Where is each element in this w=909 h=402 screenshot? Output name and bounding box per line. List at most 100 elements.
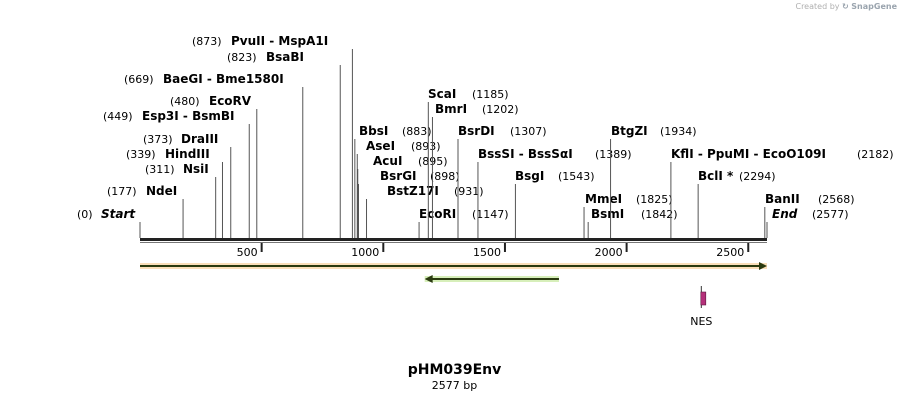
site-bbsi: BbsI (883) bbox=[354, 124, 432, 238]
site-bcli-name: BclI * bbox=[698, 169, 734, 183]
site-draiii-pos: (373) bbox=[143, 133, 173, 146]
site-bbsi-name: BbsI bbox=[359, 124, 388, 138]
site-bsmi-pos: (1842) bbox=[641, 208, 678, 221]
site-asei-name: AseI bbox=[366, 139, 395, 153]
site-ecori-name: EcoRI bbox=[419, 207, 456, 221]
site-baegi-bme1580i-pos: (669) bbox=[124, 73, 154, 86]
site-ecorv: EcoRV (480) bbox=[170, 94, 258, 238]
nes-marker bbox=[700, 291, 707, 306]
site-bsrdi: BsrDI (1307) bbox=[457, 124, 547, 238]
snapgene-logo: ↻ bbox=[842, 2, 849, 11]
site-bmri-name: BmrI bbox=[435, 102, 467, 116]
site-draiii-name: DraIII bbox=[181, 132, 218, 146]
site-bsmi: BsmI (1842) bbox=[587, 207, 678, 238]
site-bsrdi-name: BsrDI bbox=[458, 124, 495, 138]
site-mmei-name: MmeI bbox=[585, 192, 622, 206]
site-ndei: NdeI (177) bbox=[107, 184, 184, 238]
backbone-top bbox=[140, 238, 767, 241]
site-banii: BanII (2568) bbox=[764, 192, 855, 238]
site-start-name: Start bbox=[101, 207, 136, 221]
site-end-name: End bbox=[772, 207, 798, 221]
feature-orf-full-arrow bbox=[759, 262, 767, 270]
site-bsmi-name: BsmI bbox=[591, 207, 624, 221]
credit-brand: SnapGene bbox=[851, 2, 897, 11]
site-bsgi-name: BsgI bbox=[515, 169, 544, 183]
site-bsrgi-name: BsrGI bbox=[380, 169, 417, 183]
site-kfli-ppumi-ecoo109i-pos: (2182) bbox=[857, 148, 894, 161]
feature-orf-inner bbox=[424, 275, 559, 283]
site-baegi-bme1580i-name: BaeGI - Bme1580I bbox=[163, 72, 284, 86]
site-bsrdi-pos: (1307) bbox=[510, 125, 547, 138]
site-btgzi: BtgZI (1934) bbox=[610, 124, 697, 238]
site-ndei-pos: (177) bbox=[107, 185, 137, 198]
tick-label-1500: 1500 bbox=[473, 246, 501, 259]
site-asei-pos: (893) bbox=[411, 140, 441, 153]
site-draiii: DraIII (373) bbox=[143, 132, 232, 238]
site-ecorv-name: EcoRV bbox=[209, 94, 252, 108]
tick-label-2500: 2500 bbox=[716, 246, 744, 259]
site-end: End (2577) bbox=[766, 207, 849, 238]
site-btgzi-pos: (1934) bbox=[660, 125, 697, 138]
site-hindiii: HindIII (339) bbox=[126, 147, 223, 238]
site-mmei: MmeI (1825) bbox=[583, 192, 673, 238]
feature-orf-inner-arrow bbox=[424, 275, 433, 283]
site-bsgi-pos: (1543) bbox=[558, 170, 595, 183]
site-bmri-pos: (1202) bbox=[482, 103, 519, 116]
site-end-pos: (2577) bbox=[812, 208, 849, 221]
plasmid-length: 2577 bp bbox=[431, 379, 478, 392]
site-hindiii-pos: (339) bbox=[126, 148, 156, 161]
feature-orf-full bbox=[140, 262, 767, 270]
site-scai: ScaI (1185) bbox=[427, 87, 509, 238]
site-bmri: BmrI (1202) bbox=[431, 102, 519, 238]
site-asei: AseI (893) bbox=[356, 139, 441, 238]
site-bsabi-pos: (823) bbox=[227, 51, 257, 64]
site-baegi-bme1580i: BaeGI - Bme1580I (669) bbox=[124, 72, 304, 238]
site-bsrgi-pos: (898) bbox=[430, 170, 460, 183]
site-bsrgi: BsrGI (898) bbox=[357, 169, 460, 238]
site-kfli-ppumi-ecoo109i-name: KflI - PpuMI - EcoO109I bbox=[671, 147, 826, 161]
site-bsssi-bsss-i: BssSI - BssSαI (1389) bbox=[477, 147, 632, 238]
site-ndei-name: NdeI bbox=[146, 184, 177, 198]
site-bstz17i-name: BstZ17I bbox=[387, 184, 439, 198]
credit-prefix: Created by bbox=[795, 2, 840, 11]
site-bcli-pos: (2294) bbox=[739, 170, 776, 183]
site-bsgi: BsgI (1543) bbox=[514, 169, 595, 238]
site-start: Start (0) bbox=[77, 207, 141, 238]
site-scai-name: ScaI bbox=[428, 87, 456, 101]
tick-label-500: 500 bbox=[237, 246, 258, 259]
credit: Created by ↻ SnapGene bbox=[795, 2, 897, 11]
site-esp3i-bsmbi-pos: (449) bbox=[103, 110, 133, 123]
tick-label-2000: 2000 bbox=[595, 246, 623, 259]
site-bsssi-bsss-i-pos: (1389) bbox=[595, 148, 632, 161]
site-esp3i-bsmbi: Esp3I - BsmBI (449) bbox=[103, 109, 250, 238]
site-btgzi-name: BtgZI bbox=[611, 124, 648, 138]
site-nsii: NsiI (311) bbox=[145, 162, 217, 238]
nes-feature: NES bbox=[690, 286, 712, 328]
site-pvuii-mspa1i-name: PvuII - MspA1I bbox=[231, 34, 328, 48]
site-start-pos: (0) bbox=[77, 208, 93, 221]
site-mmei-pos: (1825) bbox=[636, 193, 673, 206]
site-ecorv-pos: (480) bbox=[170, 95, 200, 108]
plasmid-name: pHM039Env bbox=[407, 362, 502, 378]
tick-label-1000: 1000 bbox=[351, 246, 379, 259]
site-bbsi-pos: (883) bbox=[402, 125, 432, 138]
site-ecori-pos: (1147) bbox=[472, 208, 509, 221]
site-bcli: BclI * (2294) bbox=[697, 169, 776, 238]
site-nsii-name: NsiI bbox=[183, 162, 209, 176]
site-hindiii-name: HindIII bbox=[165, 147, 210, 161]
site-bsabi-name: BsaBI bbox=[266, 50, 304, 64]
site-acui-name: AcuI bbox=[373, 154, 402, 168]
site-bsabi: BsaBI (823) bbox=[227, 50, 341, 238]
nes-label: NES bbox=[690, 315, 712, 328]
backbone-bottom bbox=[140, 242, 767, 243]
site-bstz17i: BstZ17I (931) bbox=[366, 184, 484, 238]
site-bstz17i-pos: (931) bbox=[454, 185, 484, 198]
site-kfli-ppumi-ecoo109i: KflI - PpuMI - EcoO109I (2182) bbox=[670, 147, 894, 238]
site-scai-pos: (1185) bbox=[472, 88, 509, 101]
site-esp3i-bsmbi-name: Esp3I - BsmBI bbox=[142, 109, 234, 123]
site-pvuii-mspa1i: PvuII - MspA1I (873) bbox=[192, 34, 353, 238]
site-bsssi-bsss-i-name: BssSI - BssSαI bbox=[478, 147, 573, 161]
site-pvuii-mspa1i-pos: (873) bbox=[192, 35, 222, 48]
site-nsii-pos: (311) bbox=[145, 163, 175, 176]
